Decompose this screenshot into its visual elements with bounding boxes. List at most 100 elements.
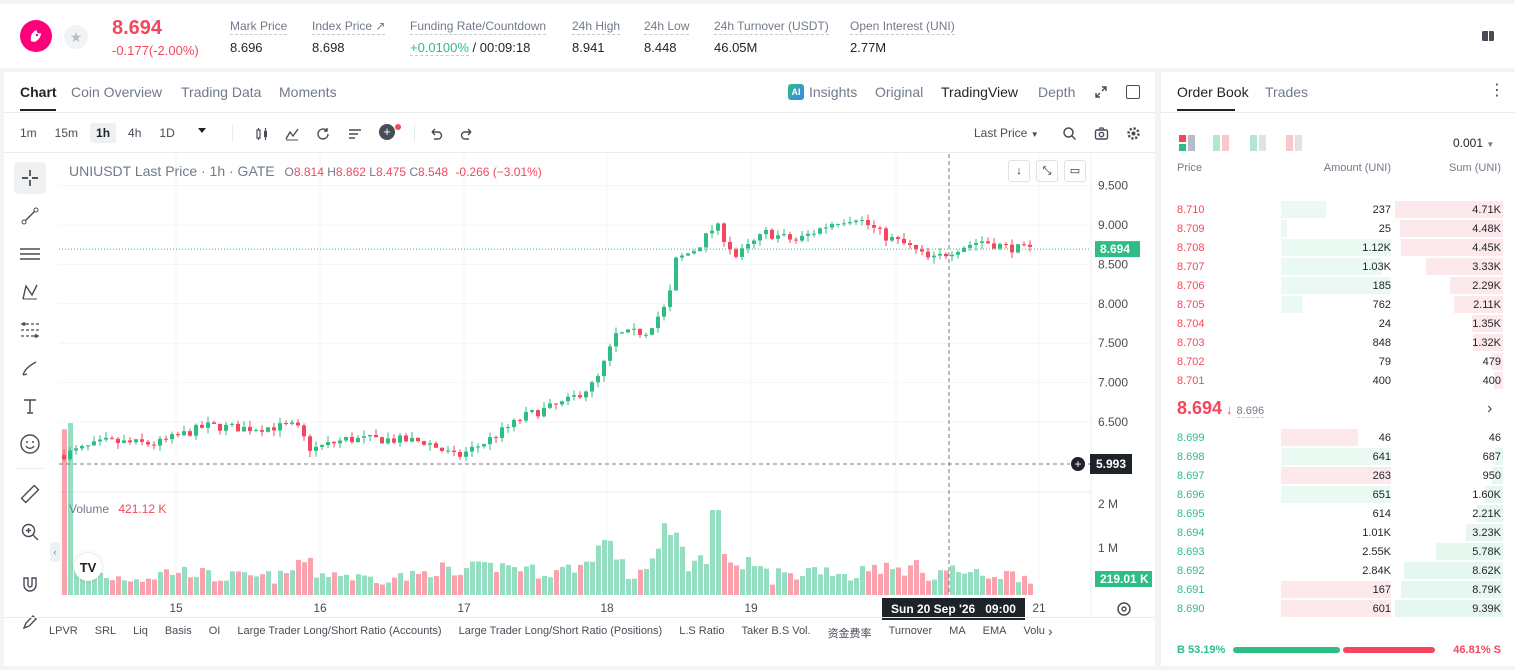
orderbook-row[interactable]: 8.704 24 1.35K [1173,315,1503,334]
fullscreen-icon[interactable]: ▭ [1064,160,1086,182]
scroll-down-icon[interactable]: ↓ [1008,160,1030,182]
indicator-item[interactable]: LPVR [49,625,78,637]
price-type-select[interactable]: Last Price ▼ [974,126,1039,140]
brush-tool-icon[interactable] [14,352,46,384]
indicator-item[interactable]: 资金费率 [827,628,872,640]
indicator-item[interactable]: Taker B.S Vol. [741,625,811,637]
orderbook-row[interactable]: 8.710 237 4.71K [1173,201,1503,220]
orderbook-row[interactable]: 8.708 1.12K 4.45K [1173,239,1503,258]
timeframe-4h[interactable]: 4h [128,126,142,140]
orderbook-row[interactable]: 8.693 2.55K 5.78K [1173,543,1503,562]
candle-type-icon[interactable] [254,126,270,145]
settings-gear-icon[interactable] [1126,126,1141,144]
amount-depth-bar [1281,600,1391,617]
depth-tab[interactable]: Depth [1038,84,1076,100]
horizontal-lines-tool-icon[interactable] [14,238,46,270]
indicator-item[interactable]: OI [208,625,221,637]
orderbook-row[interactable]: 8.697 263 950 [1173,467,1503,486]
indicators-scroll-right-icon[interactable]: › [1048,623,1053,639]
book-icon[interactable] [1480,28,1496,44]
tab-trading-data[interactable]: Trading Data [181,84,262,100]
indicator-item[interactable]: Large Trader Long/Short Ratio (Positions… [458,625,663,637]
stat-label[interactable]: Funding Rate/Countdown [410,19,547,35]
camera-icon[interactable] [1094,126,1109,144]
row-sum: 2.21K [1472,508,1501,520]
collapse-toolbar-icon[interactable]: ‹ [50,542,60,562]
timeframe-1D[interactable]: 1D [159,126,175,140]
orderbook-row[interactable]: 8.706 185 2.29K [1173,277,1503,296]
indicator-item[interactable]: Liq [133,625,148,637]
view-both-icon[interactable] [1179,135,1195,151]
replay-icon[interactable] [315,126,331,145]
orderbook-row[interactable]: 8.699 46 46 [1173,429,1503,448]
orderbook-row[interactable]: 8.705 762 2.11K [1173,296,1503,315]
undo-icon[interactable] [428,126,444,145]
search-icon[interactable] [1062,126,1077,144]
stat-label[interactable]: 24h Turnover (USDT) [714,19,829,35]
indicator-item[interactable]: Turnover [888,625,933,637]
orderbook-row[interactable]: 8.696 651 1.60K [1173,486,1503,505]
more-menu-icon[interactable]: ⋮ [1489,82,1505,99]
fib-tool-icon[interactable] [14,314,46,346]
tab-chart[interactable]: Chart [20,84,57,100]
collapse-icon[interactable]: ⤡ [1036,160,1058,182]
orderbook-row[interactable]: 8.709 25 4.48K [1173,220,1503,239]
add-alert-icon[interactable]: + [379,124,395,140]
precision-select[interactable]: 0.001 ▼ [1453,136,1494,150]
orderbook-row[interactable]: 8.692 2.84K 8.62K [1173,562,1503,581]
stat-label[interactable]: Open Interest (UNI) [850,19,955,35]
indicator-item[interactable]: MA [949,625,966,637]
time-axis-settings-icon[interactable] [1116,601,1132,620]
stat-label[interactable]: Mark Price [230,19,288,35]
templates-icon[interactable] [347,126,363,145]
ruler-tool-icon[interactable] [14,478,46,510]
orderbook-row[interactable]: 8.695 614 2.21K [1173,505,1503,524]
timeframe-1h[interactable]: 1h [90,123,117,143]
emoji-tool-icon[interactable] [14,428,46,460]
timeframe-15m[interactable]: 15m [54,126,79,140]
zoom-tool-icon[interactable] [14,516,46,548]
tab-order-book[interactable]: Order Book [1177,84,1249,100]
view-bids-icon[interactable] [1250,135,1266,151]
orderbook-row[interactable]: 8.703 848 1.32K [1173,334,1503,353]
view-asks-icon[interactable] [1286,135,1302,151]
text-tool-icon[interactable] [14,390,46,422]
orderbook-row[interactable]: 8.707 1.03K 3.33K [1173,258,1503,277]
orderbook-row[interactable]: 8.694 1.01K 3.23K [1173,524,1503,543]
chevron-right-icon[interactable]: › [1487,400,1493,417]
orderbook-row[interactable]: 8.701 400 400 [1173,372,1503,391]
timeframe-dropdown-icon[interactable] [198,128,206,133]
indicator-item[interactable]: EMA [982,625,1007,637]
expand-icon[interactable] [1094,85,1108,102]
stat-label[interactable]: 24h Low [644,19,690,35]
stat-label[interactable]: Index Price ↗ [312,19,386,35]
pattern-tool-icon[interactable] [14,276,46,308]
indicator-item[interactable]: Volu [1023,625,1045,637]
orderbook-row[interactable]: 8.691 167 8.79K [1173,581,1503,600]
magnet-tool-icon[interactable] [14,568,46,600]
stat-label[interactable]: 24h High [572,19,621,35]
orderbook-row[interactable]: 8.702 79 479 [1173,353,1503,372]
indicator-item[interactable]: Large Trader Long/Short Ratio (Accounts) [237,625,442,637]
crosshair-tool-icon[interactable] [14,162,46,194]
add-price-icon[interactable]: + [1070,456,1086,472]
tradingview-tab[interactable]: TradingView [941,84,1019,100]
orderbook-row[interactable]: 8.690 601 9.39K [1173,600,1503,619]
window-icon[interactable] [1126,85,1140,99]
insights-tab[interactable]: AI Insights [788,84,857,100]
tab-trades[interactable]: Trades [1265,84,1309,100]
favorite-star-icon[interactable]: ★ [64,25,88,49]
indicators-icon[interactable] [284,126,300,145]
indicator-item[interactable]: SRL [94,625,117,637]
orderbook-row[interactable]: 8.698 641 687 [1173,448,1503,467]
candlestick-chart[interactable]: 9.500 9.000 8.500 8.000 7.500 7.000 6.500 2 M 1 … [4,72,1155,666]
tab-moments[interactable]: Moments [279,84,337,100]
redo-icon[interactable] [459,126,475,145]
original-tab[interactable]: Original [875,84,924,100]
timeframe-1m[interactable]: 1m [20,126,37,140]
trend-line-tool-icon[interactable] [14,200,46,232]
tab-coin-overview[interactable]: Coin Overview [71,84,163,100]
indicator-item[interactable]: L.S Ratio [679,625,725,637]
view-split-icon[interactable] [1213,135,1229,151]
indicator-item[interactable]: Basis [164,625,192,637]
